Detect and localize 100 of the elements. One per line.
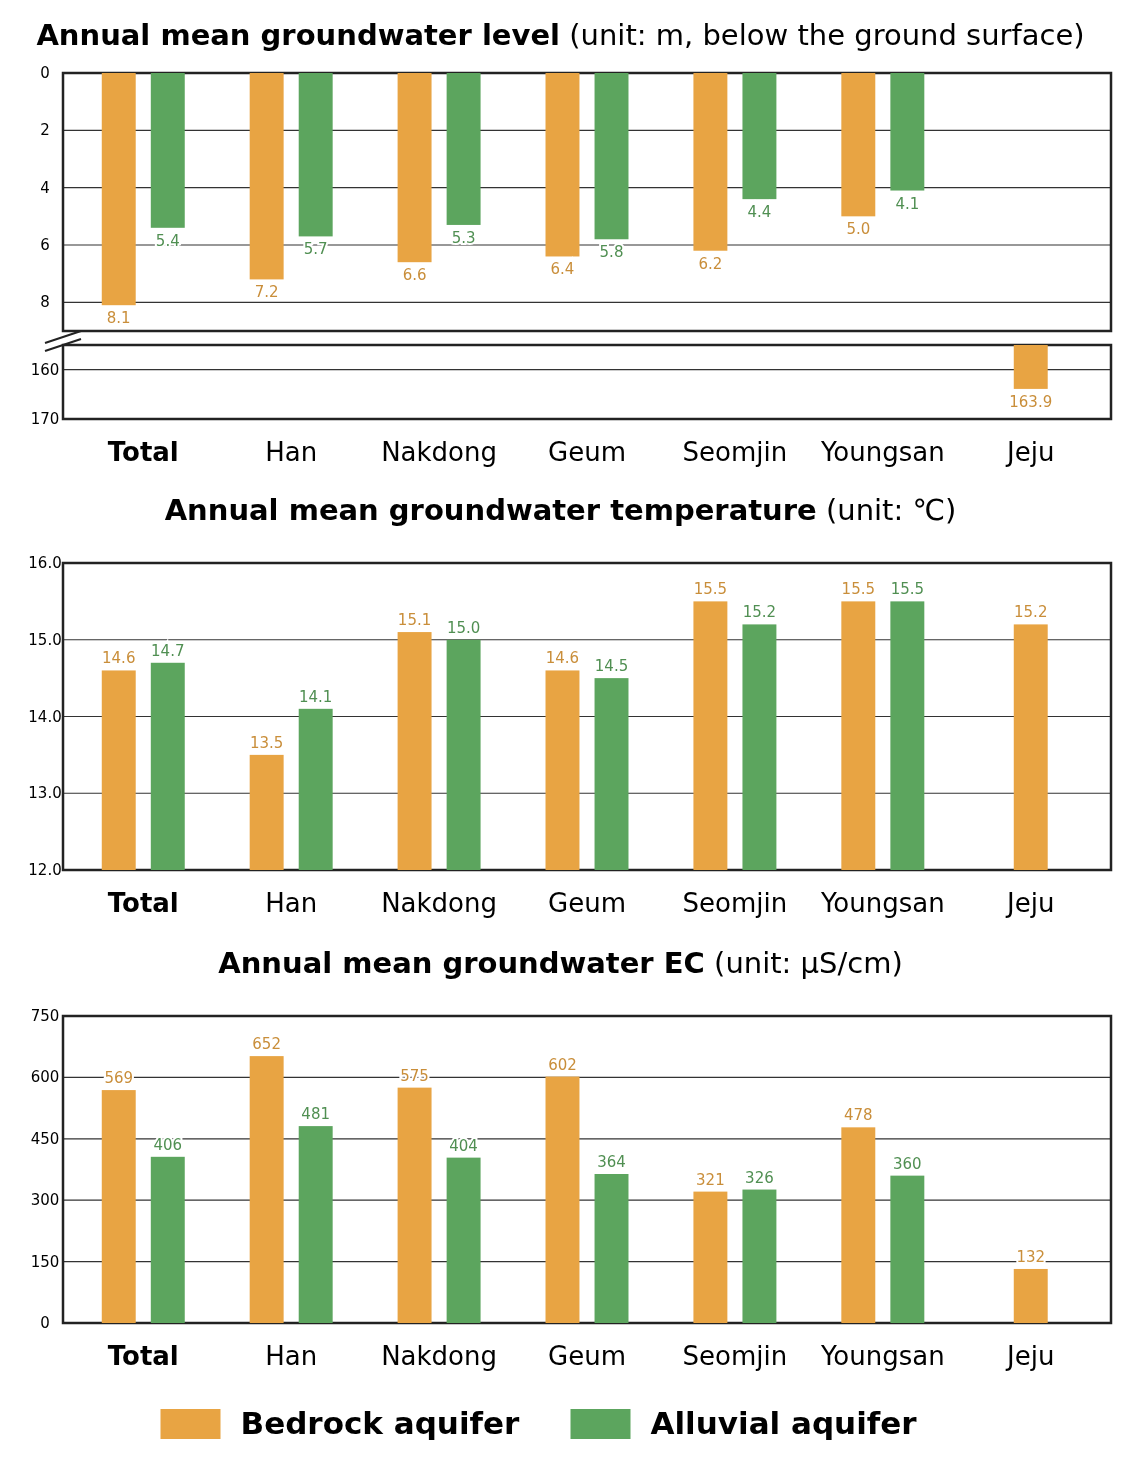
data-label: 5.0 bbox=[846, 220, 871, 239]
y-tick-label: 300 bbox=[30, 1191, 60, 1210]
x-tick-label: Seomjin bbox=[682, 888, 788, 918]
data-label: 406 bbox=[153, 1135, 183, 1154]
data-label: 15.2 bbox=[742, 603, 777, 622]
y-tick-label: 15.0 bbox=[28, 630, 62, 649]
data-label: 652 bbox=[252, 1035, 281, 1054]
data-label: 6.4 bbox=[550, 260, 575, 279]
data-label: 481 bbox=[301, 1105, 331, 1124]
data-label: 4.1 bbox=[895, 194, 920, 213]
y-tick-label: 13.0 bbox=[28, 784, 62, 803]
data-label: 326 bbox=[745, 1168, 774, 1187]
bar bbox=[397, 1087, 432, 1323]
y-tick-label: 600 bbox=[30, 1068, 60, 1087]
x-tick-label: Seomjin bbox=[682, 437, 788, 467]
chart-subtitle: (unit: m, below the ground surface) bbox=[560, 18, 1085, 52]
y-tick-label: 4 bbox=[40, 178, 50, 197]
bar bbox=[841, 1127, 876, 1323]
chart-subtitle: (unit: μS/cm) bbox=[704, 946, 903, 980]
bar bbox=[101, 1090, 136, 1323]
data-label: 14.5 bbox=[594, 657, 629, 676]
y-tick-label: 6 bbox=[40, 236, 50, 254]
x-tick-label: Seomjin bbox=[682, 1341, 788, 1371]
data-label: 14.6 bbox=[545, 649, 580, 668]
y-tick-label: 12.0 bbox=[28, 861, 62, 879]
bar bbox=[446, 1157, 481, 1323]
chart-title: Annual mean groundwater temperature bbox=[164, 493, 817, 527]
y-tick-label: 2 bbox=[40, 121, 50, 140]
data-label: 15.2 bbox=[1014, 603, 1048, 622]
x-tick-label: Geum bbox=[548, 1341, 626, 1371]
x-tick-label: Han bbox=[265, 888, 318, 918]
chart-title: Annual mean groundwater level bbox=[36, 18, 561, 52]
x-tick-label: Jeju bbox=[1005, 437, 1055, 467]
x-tick-label: Total bbox=[107, 437, 179, 467]
y-tick-label: 0 bbox=[40, 1314, 50, 1332]
bar bbox=[249, 1056, 284, 1323]
data-label: 8.1 bbox=[106, 309, 131, 328]
bar bbox=[150, 1156, 185, 1323]
data-label: 321 bbox=[696, 1170, 725, 1189]
bar bbox=[742, 73, 777, 200]
chart-title: Annual mean groundwater EC bbox=[218, 946, 705, 980]
data-label: 163.9 bbox=[1009, 392, 1053, 411]
data-label: 15.0 bbox=[446, 618, 481, 637]
data-label: 5.8 bbox=[599, 243, 624, 262]
bar bbox=[693, 73, 728, 251]
bar bbox=[545, 73, 580, 257]
bar bbox=[545, 1076, 580, 1323]
x-tick-label: Youngsan bbox=[819, 888, 945, 918]
x-tick-label: Youngsan bbox=[819, 1341, 945, 1371]
x-tick-label: Nakdong bbox=[381, 437, 498, 467]
y-tick-label: 750 bbox=[30, 1007, 60, 1025]
bar bbox=[249, 73, 284, 280]
x-tick-label: Youngsan bbox=[819, 437, 945, 467]
data-label: 5.7 bbox=[303, 240, 328, 259]
y-tick-label: 170 bbox=[30, 410, 60, 428]
data-label: 4.4 bbox=[747, 203, 772, 222]
data-label: 7.2 bbox=[254, 283, 279, 302]
x-tick-label: Total bbox=[107, 1341, 179, 1371]
data-label: 14.7 bbox=[151, 641, 185, 660]
x-tick-label: Jeju bbox=[1005, 888, 1055, 918]
x-tick-label: Nakdong bbox=[381, 1341, 498, 1371]
x-tick-label: Nakdong bbox=[381, 888, 498, 918]
x-tick-label: Total bbox=[107, 888, 179, 918]
x-tick-label: Geum bbox=[548, 888, 626, 918]
bar bbox=[446, 73, 481, 225]
bar bbox=[594, 1174, 629, 1323]
chart-subtitle: (unit: ℃) bbox=[816, 493, 957, 527]
y-tick-label: 16.0 bbox=[28, 554, 62, 572]
data-label: 14.6 bbox=[102, 649, 136, 668]
y-tick-label: 160 bbox=[30, 360, 60, 379]
data-label: 478 bbox=[843, 1106, 873, 1125]
y-tick-label: 0 bbox=[40, 64, 50, 82]
data-label: 404 bbox=[449, 1136, 478, 1155]
y-tick-label: 450 bbox=[30, 1129, 60, 1148]
data-label: 13.5 bbox=[249, 733, 284, 752]
bar bbox=[298, 73, 333, 237]
y-tick-label: 8 bbox=[40, 293, 50, 312]
data-label: 6.2 bbox=[698, 254, 723, 273]
data-label: 14.1 bbox=[298, 687, 333, 706]
bar bbox=[101, 73, 136, 306]
legend-label: Alluvial aquifer bbox=[650, 1405, 918, 1441]
data-label: 15.5 bbox=[841, 580, 876, 599]
bar bbox=[890, 1175, 925, 1323]
bar bbox=[742, 1189, 777, 1323]
data-label: 5.3 bbox=[451, 228, 476, 247]
bar bbox=[693, 1191, 728, 1323]
y-tick-label: 14.0 bbox=[28, 707, 62, 726]
bar bbox=[890, 73, 925, 191]
x-tick-label: Geum bbox=[548, 437, 626, 467]
legend-label: Bedrock aquifer bbox=[240, 1405, 521, 1441]
data-label: 15.5 bbox=[890, 580, 925, 599]
data-label: 364 bbox=[597, 1153, 626, 1171]
data-label: 360 bbox=[893, 1154, 922, 1173]
bar bbox=[594, 73, 629, 240]
data-label: 15.5 bbox=[693, 580, 728, 599]
bar bbox=[841, 73, 876, 217]
data-label: 15.1 bbox=[397, 611, 432, 630]
data-label: 602 bbox=[548, 1055, 577, 1074]
data-label: 6.6 bbox=[402, 266, 427, 285]
x-tick-label: Han bbox=[265, 1341, 318, 1371]
